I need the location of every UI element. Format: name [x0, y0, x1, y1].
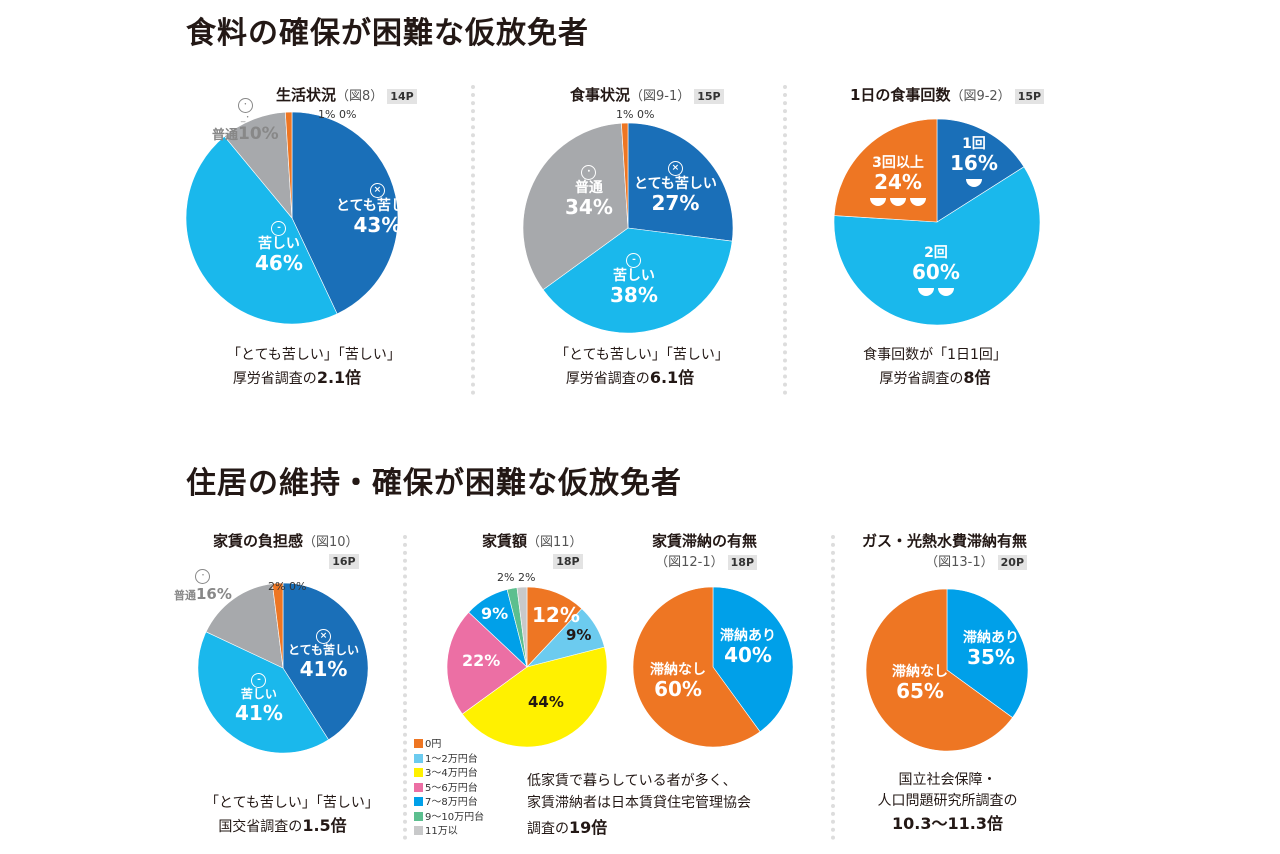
data-label: × とても苦しい 27%: [634, 161, 717, 216]
legend-item: 1～2万円台: [414, 753, 484, 768]
sad-face-icon: -: [251, 673, 267, 688]
pie-slice-2: [461, 646, 608, 748]
distressed-face-icon: ×: [667, 161, 683, 176]
bowl-icon: [890, 198, 906, 207]
distressed-face-icon: ×: [369, 183, 385, 198]
pie-slice-2: [522, 122, 629, 291]
pie-rent-burden: [197, 582, 369, 754]
data-label: 滞納なし 60%: [650, 662, 706, 702]
data-label: - 苦しい 46%: [255, 221, 303, 276]
data-label: × とても苦しい 43%: [336, 183, 419, 238]
pie-slice-2: [833, 118, 938, 223]
legend-item: 0円: [414, 738, 484, 753]
neutral-label: ･_･ 普通10%: [212, 98, 279, 144]
data-label: - 苦しい 41%: [235, 673, 283, 725]
data-label: 3回以上 24%: [868, 155, 928, 210]
data-label: - 苦しい 38%: [610, 253, 658, 308]
data-label: 1% 0%: [616, 108, 655, 121]
data-label: 2回 60%: [912, 245, 960, 300]
pie-slice-0: [291, 111, 399, 315]
pie-slice-1: [197, 631, 329, 754]
pie-slice-0: [627, 122, 734, 242]
data-label: 1% 0%: [318, 108, 357, 121]
chart-title: 食事状況（図9-1） 15P: [570, 84, 724, 105]
data-label: 2% 2%: [497, 571, 536, 584]
pie-slice-3: [272, 582, 284, 669]
data-label: 滞納なし 65%: [892, 664, 948, 704]
pie-slice-3: [621, 122, 629, 229]
section-title-housing: 住居の維持・確保が困難な仮放免者: [186, 466, 682, 501]
divider: [471, 85, 475, 395]
bowl-icon: [870, 198, 886, 207]
legend-item: 7～8万円台: [414, 796, 484, 811]
neutral-face-icon: ･: [195, 569, 211, 584]
chart-title: 1日の食事回数（図9-2） 15P: [850, 84, 1045, 105]
pie-slice-1: [865, 588, 1013, 752]
pie-slice-1: [833, 166, 1041, 326]
pie-slice-3: [285, 111, 293, 219]
bowl-icon: [910, 198, 926, 207]
bowl-icon: [937, 288, 954, 297]
legend-item: 9～10万円台: [414, 811, 484, 826]
pie-slice-0: [526, 586, 583, 668]
pie-slice-0: [946, 588, 1029, 719]
data-label: × とても苦しい 41%: [288, 629, 360, 681]
sad-face-icon: -: [271, 221, 287, 236]
pie-meals: [522, 122, 734, 334]
pie-slice-1: [542, 227, 733, 334]
pie-rent-arrears: [632, 586, 794, 748]
data-label: ･普通 34%: [565, 165, 613, 220]
chart-note: 「とても苦しい」「苦しい」 厚労省調査の6.1倍: [555, 347, 729, 387]
chart-title: 家賃の負担感（図10） 16P: [213, 532, 359, 569]
data-label: 2% 0%: [268, 580, 307, 593]
divider: [783, 85, 787, 395]
divider: [403, 535, 407, 840]
pie-slice-0: [282, 582, 369, 741]
chart-note: 食事回数が「1日1回」 厚労省調査の8倍: [863, 347, 1007, 387]
bowl-icon: [965, 179, 982, 188]
neutral-face-icon: ･: [581, 165, 597, 180]
data-label: 22%: [462, 651, 501, 670]
chart-note: 「とても苦しい」「苦しい」 厚労省調査の2.1倍: [227, 347, 401, 387]
legend: 0円 1～2万円台 3～4万円台 5～6万円台 7～8万円台 9～10万円台 1…: [414, 738, 484, 840]
pie-living: [185, 111, 399, 325]
data-label: 滞納あり 35%: [963, 630, 1019, 670]
chart-title: 家賃滞納の有無 （図12-1） 18P: [652, 532, 758, 570]
chart-note: 「とても苦しい」「苦しい」 国交省調査の1.5倍: [205, 795, 379, 835]
chart-title: ガス・光熱水費滞納有無 （図13-1） 20P: [862, 532, 1028, 570]
pie-slice-0: [712, 586, 794, 733]
pie-slice-6: [516, 586, 528, 668]
data-label: 1回 16%: [950, 136, 998, 191]
data-label: 9%: [566, 626, 592, 644]
legend-item: 3～4万円台: [414, 767, 484, 782]
sad-face-icon: -: [626, 253, 642, 268]
pie-slice-0: [936, 118, 1025, 223]
neutral-label: ･普通16%: [174, 569, 232, 603]
data-label: 滞納あり 40%: [720, 628, 776, 668]
section-title-food: 食料の確保が困難な仮放免者: [186, 16, 589, 51]
legend-item: 11万以: [414, 825, 484, 840]
data-label: 44%: [528, 693, 564, 711]
pie-meal-count: [833, 118, 1041, 326]
pie-slice-1: [185, 135, 338, 325]
chart-note: 国立社会保障・ 人口問題研究所調査の 10.3～11.3倍: [877, 772, 1018, 833]
data-label: 12%: [532, 603, 580, 627]
data-label: 9%: [481, 604, 509, 623]
bowl-icon: [917, 288, 934, 297]
pie-slice-2: [205, 583, 284, 669]
chart-title: 家賃額（図11） 18P: [482, 532, 583, 569]
pie-slice-1: [632, 586, 761, 748]
pie-slice-3: [446, 611, 528, 715]
distressed-face-icon: ×: [316, 629, 332, 644]
chart-title: 生活状況（図8） 14P: [276, 84, 417, 105]
pie-utility-arrears: [865, 588, 1029, 752]
pie-rent-amount: [446, 586, 608, 748]
neutral-face-icon: ･_･: [237, 98, 253, 123]
divider: [831, 535, 835, 840]
chart-note: 低家賃で暮らしている者が多く、 家賃滞納者は日本賃貸住宅管理協会 調査の19倍: [527, 773, 751, 837]
legend-item: 5～6万円台: [414, 782, 484, 797]
